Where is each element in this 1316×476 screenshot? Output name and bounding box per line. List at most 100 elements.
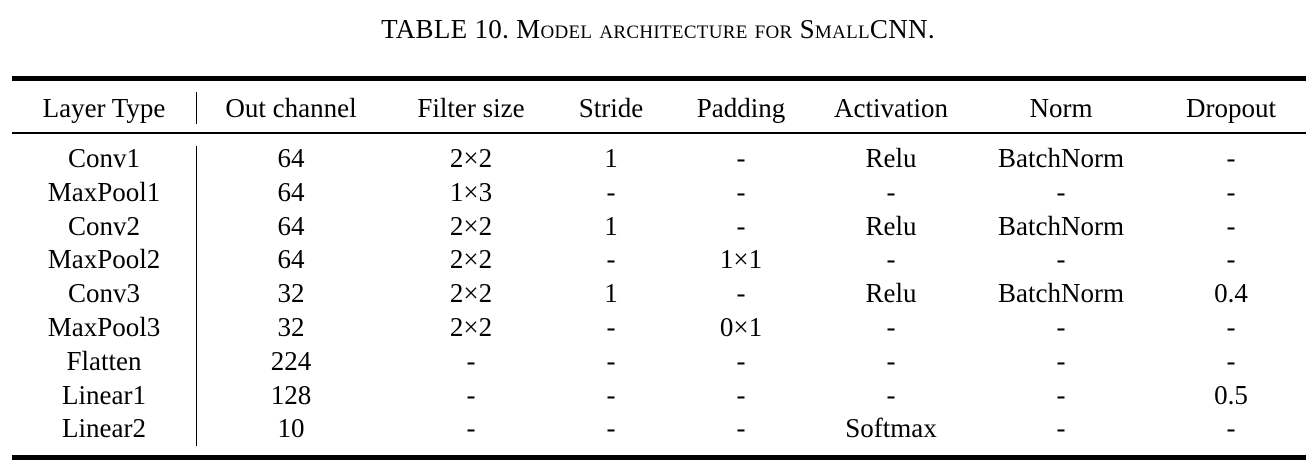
table-cell: Conv1 xyxy=(67,143,140,173)
table-cell: BatchNorm xyxy=(998,143,1124,173)
table-cell: MaxPool1 xyxy=(47,176,161,207)
table-cell: 64 xyxy=(277,244,305,275)
table-row: MaxPool3 32 2×2 - 0×1 - - - xyxy=(12,311,1306,345)
table-cell: 1×1 xyxy=(719,244,763,275)
table-cell: 128 xyxy=(270,379,312,410)
table-cell: - xyxy=(1226,244,1236,275)
header-cell: Dropout xyxy=(1186,93,1276,123)
table-cell: - xyxy=(1226,176,1236,207)
table-header: Layer Type Out channel Filter size Strid… xyxy=(12,88,1306,128)
table-cell: - xyxy=(1056,244,1066,275)
table-cell: Flatten xyxy=(66,345,142,376)
table-cell: 2×2 xyxy=(449,143,493,173)
table-cell: Relu xyxy=(865,278,917,309)
table-row: Flatten 224 - - - - - - xyxy=(12,345,1306,379)
header-rule xyxy=(12,132,1306,134)
table-cell: - xyxy=(736,176,746,207)
table-cell: - xyxy=(736,413,746,444)
table-cell: Conv3 xyxy=(67,278,140,309)
table-cell: - xyxy=(1056,176,1066,207)
caption-prefix: TABLE 10. M xyxy=(381,14,541,44)
table-row: Conv2 64 2×2 1 - Relu BatchNorm - xyxy=(12,210,1306,244)
table-cell: 0.5 xyxy=(1214,379,1248,410)
table-cell: - xyxy=(466,379,476,410)
caption-word2: mall xyxy=(814,14,870,44)
table-cell: 32 xyxy=(277,278,305,309)
table-row: Conv3 32 2×2 1 - Relu BatchNorm 0.4 xyxy=(12,277,1306,311)
caption-space: S xyxy=(792,14,815,44)
table-cell: 64 xyxy=(277,210,305,241)
table-cell: - xyxy=(736,210,746,241)
table-cell: - xyxy=(886,379,896,410)
table-cell: 2×2 xyxy=(449,311,493,342)
table-cell: - xyxy=(606,413,616,444)
table-cell: - xyxy=(466,413,476,444)
table-cell: MaxPool2 xyxy=(47,244,161,275)
table-cell: 64 xyxy=(277,176,305,207)
table-cell: - xyxy=(736,143,746,173)
table-cell: - xyxy=(1056,413,1066,444)
table-cell: - xyxy=(606,345,616,376)
table-cell: Relu xyxy=(865,143,917,173)
header-cell: Padding xyxy=(696,93,786,123)
table-cell: - xyxy=(736,379,746,410)
header-cell: Activation xyxy=(834,93,948,123)
table-cell: - xyxy=(606,379,616,410)
table-cell: Linear1 xyxy=(62,379,146,410)
table-cell: - xyxy=(606,244,616,275)
table-cell: MaxPool3 xyxy=(47,311,161,342)
table-cell: 0×1 xyxy=(719,311,763,342)
table-cell: 1 xyxy=(604,210,618,241)
caption-word1: odel architecture for xyxy=(540,14,793,44)
table-cell: - xyxy=(1226,210,1236,241)
table-cell: 2×2 xyxy=(449,244,493,275)
table-cell: BatchNorm xyxy=(998,278,1124,309)
table-cell: Linear2 xyxy=(62,413,146,444)
table-cell: 2×2 xyxy=(449,210,493,241)
caption-suffix: CNN. xyxy=(869,14,935,44)
table-cell: - xyxy=(606,311,616,342)
table-row: Linear2 10 - - - Softmax - - xyxy=(12,412,1306,446)
table-cell: BatchNorm xyxy=(998,210,1124,241)
table-cell: - xyxy=(1056,379,1066,410)
table-cell: - xyxy=(1056,345,1066,376)
table-cell: Relu xyxy=(865,210,917,241)
table-cell: 1 xyxy=(604,278,618,309)
table-cell: - xyxy=(1226,311,1236,342)
table-row: MaxPool1 64 1×3 - - - - - xyxy=(12,176,1306,210)
table-cell: - xyxy=(886,244,896,275)
table-cell: - xyxy=(1056,311,1066,342)
table-body: Conv1 64 2×2 1- Relu BatchNorm - MaxPool1 64 1×3-… xyxy=(12,142,1306,446)
table-cell: - xyxy=(886,311,896,342)
header-cell: Out channel xyxy=(225,93,357,123)
table-cell: 2×2 xyxy=(449,278,493,309)
table-caption: TABLE 10. Model architecture for SmallCN… xyxy=(0,14,1316,45)
table-cell: 1 xyxy=(604,143,618,173)
table-cell: 10 xyxy=(277,413,305,444)
header-cell: Stride xyxy=(578,93,644,123)
bottom-rule xyxy=(12,455,1306,460)
table-cell: Softmax xyxy=(845,413,937,444)
body-column-divider xyxy=(196,146,197,446)
table-cell: - xyxy=(1226,345,1236,376)
table-cell: - xyxy=(886,345,896,376)
table-cell: 64 xyxy=(277,143,305,173)
header-cell: Norm xyxy=(1029,93,1093,123)
table-cell: 0.4 xyxy=(1214,278,1248,309)
table-cell: 224 xyxy=(270,345,312,376)
header-cell: Layer Type xyxy=(42,93,166,123)
table-cell: 1×3 xyxy=(449,176,493,207)
table-row: Linear1 128 - - - - - 0.5 xyxy=(12,379,1306,413)
table-cell: - xyxy=(736,278,746,309)
table-cell: - xyxy=(736,345,746,376)
table-cell: - xyxy=(1226,143,1236,173)
table-cell: 32 xyxy=(277,311,305,342)
table-cell: - xyxy=(466,345,476,376)
header-column-divider xyxy=(196,92,197,124)
table-cell: - xyxy=(886,176,896,207)
table-row: MaxPool2 64 2×2 - 1×1 - - - xyxy=(12,243,1306,277)
table-cell: - xyxy=(606,176,616,207)
table-cell: - xyxy=(1226,413,1236,444)
table-row: Conv1 64 2×2 1 - Relu BatchNorm - xyxy=(12,142,1306,176)
header-row: Layer Type Out channel Filter size Strid… xyxy=(12,88,1306,128)
